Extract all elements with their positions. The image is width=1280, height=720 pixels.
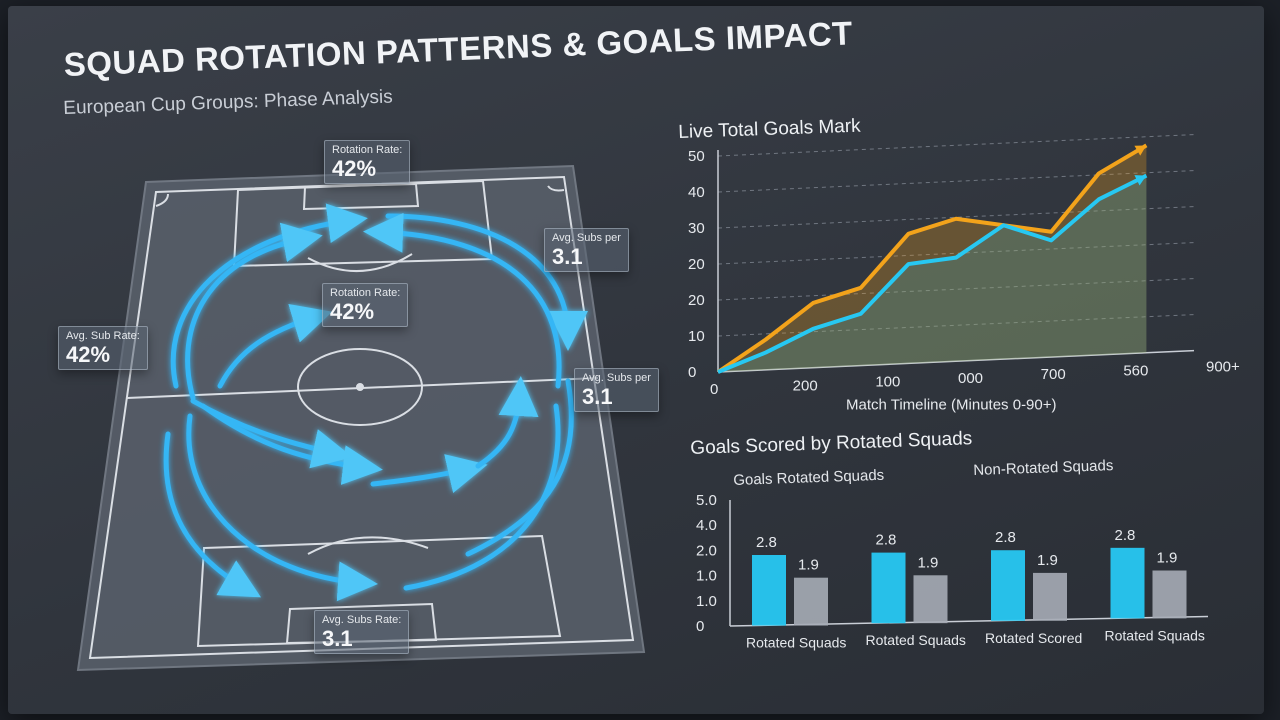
x-category-label: Rotated Scored bbox=[985, 630, 1082, 646]
series-line bbox=[717, 173, 1148, 374]
stat-card-value: 42% bbox=[330, 299, 375, 324]
rotation-arrow bbox=[475, 376, 539, 469]
rotation-arrow bbox=[185, 222, 323, 401]
stat-card-value: 42% bbox=[332, 156, 377, 181]
x-tick-label: 000 bbox=[958, 370, 983, 387]
y-tick-label: 30 bbox=[688, 220, 705, 237]
line-chart: 0 10 20 20 30 40 50 0 200 100 000 700 560 900+ Match T… bbox=[688, 134, 1240, 414]
x-axis-label: Match Timeline (Minutes 0-90+) bbox=[846, 397, 1057, 414]
pitch-surface bbox=[76, 164, 646, 672]
series-arrowhead bbox=[1134, 145, 1147, 156]
y-tick-label: 0 bbox=[688, 364, 696, 381]
stat-card-value: 3.1 bbox=[582, 384, 613, 409]
rotation-arrow bbox=[186, 413, 378, 602]
pitch-diagram bbox=[76, 164, 646, 672]
series-area bbox=[718, 145, 1147, 372]
rotation-arrow bbox=[217, 304, 333, 389]
x-category-label: Rotated Squads bbox=[866, 632, 966, 648]
bar bbox=[752, 555, 786, 626]
stat-card-label: Avg. Subs Rate: bbox=[322, 614, 402, 626]
y-tick-label: 10 bbox=[688, 328, 705, 345]
x-tick-label: 0 bbox=[710, 381, 718, 398]
rotation-arrow bbox=[370, 454, 488, 494]
rotation-arrow bbox=[190, 398, 353, 469]
stat-card-subs-rate-bottom: Avg. Subs Rate: 3.1 bbox=[314, 610, 410, 654]
bar-chart: 0 1.0 1.0 2.0 4.0 5.0 2.8 1.9 Rotated Squads 2.8 1… bbox=[696, 492, 1209, 651]
y-tick-label: 20 bbox=[688, 292, 705, 309]
rotation-arrow bbox=[385, 213, 588, 351]
bar bbox=[1152, 570, 1187, 619]
bar-value-label: 2.8 bbox=[995, 529, 1016, 546]
stat-card-rotation-rate-top: Rotation Rate: 42% bbox=[324, 140, 411, 184]
x-tick-label: 560 bbox=[1123, 362, 1148, 379]
bar bbox=[871, 552, 906, 624]
series-line bbox=[716, 143, 1148, 374]
y-tick-label: 1.0 bbox=[696, 568, 717, 585]
bar-value-label: 1.9 bbox=[918, 554, 939, 571]
bar bbox=[991, 550, 1025, 621]
y-tick-label: 4.0 bbox=[696, 517, 717, 534]
x-tick-label: 200 bbox=[793, 377, 818, 394]
bar-value-label: 1.9 bbox=[1157, 550, 1178, 567]
rotation-arrow bbox=[163, 431, 262, 598]
bar-value-label: 2.8 bbox=[1115, 527, 1136, 544]
x-tick-label: 900+ bbox=[1206, 359, 1240, 376]
x-category-label: Rotated Squads bbox=[746, 635, 846, 651]
bar bbox=[794, 577, 828, 626]
series-arrowhead bbox=[1134, 175, 1147, 186]
y-tick-label: 50 bbox=[688, 148, 705, 165]
bar-value-label: 2.8 bbox=[876, 532, 897, 549]
x-axis bbox=[717, 349, 1195, 373]
stat-card-avg-subs-right: Avg. Subs per 3.1 bbox=[544, 228, 629, 272]
x-tick-label: 100 bbox=[875, 374, 900, 391]
stat-card-label: Avg. Subs per bbox=[552, 232, 621, 244]
y-tick-label: 1.0 bbox=[696, 593, 717, 610]
stat-card-sub-rate-left: Avg. Sub Rate: 42% bbox=[58, 326, 148, 370]
bar bbox=[1033, 572, 1067, 621]
dashboard-panel: SQUAD ROTATION PATTERNS & GOALS IMPACT E… bbox=[8, 6, 1264, 714]
rotation-arrow bbox=[363, 212, 562, 389]
x-tick-label: 700 bbox=[1041, 366, 1066, 383]
bar-value-label: 1.9 bbox=[798, 557, 819, 574]
rotation-arrows bbox=[163, 203, 588, 602]
y-tick-label: 40 bbox=[688, 184, 705, 201]
y-tick-label: 20 bbox=[688, 256, 705, 273]
y-tick-label: 0 bbox=[696, 618, 704, 635]
stat-card-rotation-rate-mid: Rotation Rate: 42% bbox=[322, 283, 409, 327]
rotation-arrow bbox=[403, 403, 561, 591]
bar bbox=[1110, 547, 1145, 619]
y-tick-label: 2.0 bbox=[696, 542, 717, 559]
stat-card-value: 42% bbox=[66, 342, 111, 367]
stat-card-value: 3.1 bbox=[552, 244, 583, 269]
stat-card-label: Rotation Rate: bbox=[332, 144, 403, 156]
series-area bbox=[718, 175, 1147, 372]
stat-card-label: Rotation Rate: bbox=[330, 287, 401, 299]
x-category-label: Rotated Squads bbox=[1105, 627, 1205, 643]
bar bbox=[913, 575, 948, 624]
rotation-arrow bbox=[465, 378, 574, 557]
bar-value-label: 2.8 bbox=[756, 534, 777, 551]
stat-card-avg-subs-mid-right: Avg. Subs per 3.1 bbox=[574, 368, 659, 412]
stat-card-label: Avg. Subs per bbox=[582, 372, 651, 384]
y-tick-label: 5.0 bbox=[696, 492, 717, 509]
bar-value-label: 1.9 bbox=[1037, 552, 1058, 569]
stat-card-label: Avg. Sub Rate: bbox=[66, 330, 140, 342]
stat-card-value: 3.1 bbox=[322, 626, 353, 651]
